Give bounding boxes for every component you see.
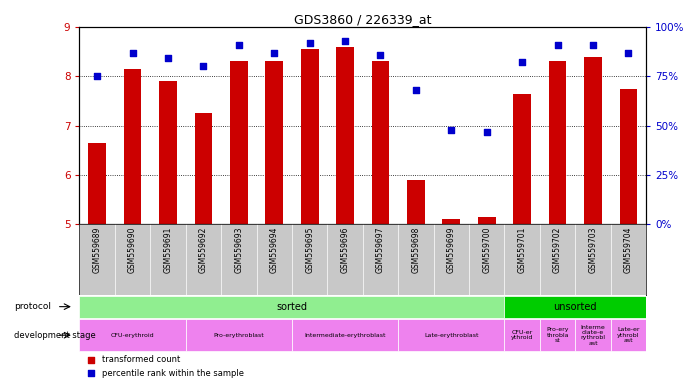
- Text: Interme
diate-e
rythrobl
ast: Interme diate-e rythrobl ast: [580, 324, 605, 346]
- Bar: [611, 319, 646, 351]
- Title: GDS3860 / 226339_at: GDS3860 / 226339_at: [294, 13, 431, 26]
- Text: GSM559700: GSM559700: [482, 227, 491, 273]
- Bar: [442, 219, 460, 224]
- Point: [85, 357, 96, 363]
- Point: [375, 51, 386, 58]
- Text: GSM559692: GSM559692: [199, 227, 208, 273]
- Bar: [504, 319, 540, 351]
- Text: percentile rank within the sample: percentile rank within the sample: [102, 369, 244, 377]
- Text: GSM559704: GSM559704: [624, 227, 633, 273]
- Text: GSM559699: GSM559699: [447, 227, 456, 273]
- Text: Late-erythroblast: Late-erythroblast: [424, 333, 479, 338]
- Bar: [88, 143, 106, 224]
- Text: GSM559691: GSM559691: [164, 227, 173, 273]
- Point: [127, 50, 138, 56]
- Text: GSM559697: GSM559697: [376, 227, 385, 273]
- Bar: [372, 61, 389, 224]
- Bar: [504, 296, 646, 318]
- Point: [198, 63, 209, 70]
- Point: [234, 41, 245, 48]
- Text: GSM559698: GSM559698: [411, 227, 420, 273]
- Point: [339, 38, 350, 44]
- Bar: [513, 94, 531, 224]
- Bar: [265, 61, 283, 224]
- Point: [623, 50, 634, 56]
- Bar: [337, 46, 354, 224]
- Bar: [575, 319, 611, 351]
- Bar: [584, 56, 602, 224]
- Text: GSM559702: GSM559702: [553, 227, 562, 273]
- Bar: [398, 319, 504, 351]
- Bar: [159, 81, 177, 224]
- Point: [552, 41, 563, 48]
- Bar: [230, 61, 247, 224]
- Text: sorted: sorted: [276, 302, 307, 312]
- Text: GSM559696: GSM559696: [341, 227, 350, 273]
- Text: Pro-ery
throbla
st: Pro-ery throbla st: [547, 327, 569, 343]
- Text: Intermediate-erythroblast: Intermediate-erythroblast: [304, 333, 386, 338]
- Bar: [79, 319, 186, 351]
- Point: [446, 126, 457, 132]
- Text: GSM559693: GSM559693: [234, 227, 243, 273]
- Point: [587, 41, 598, 48]
- Bar: [292, 319, 398, 351]
- Bar: [478, 217, 495, 224]
- Text: GSM559694: GSM559694: [269, 227, 278, 273]
- Text: unsorted: unsorted: [553, 302, 597, 312]
- Text: Pro-erythroblast: Pro-erythroblast: [214, 333, 264, 338]
- Text: Late-er
ythrobl
ast: Late-er ythrobl ast: [617, 327, 640, 343]
- Point: [304, 40, 315, 46]
- Point: [410, 87, 422, 93]
- Bar: [124, 69, 142, 224]
- Bar: [540, 319, 575, 351]
- Text: GSM559695: GSM559695: [305, 227, 314, 273]
- Bar: [186, 319, 292, 351]
- Text: GSM559690: GSM559690: [128, 227, 137, 273]
- Bar: [301, 49, 319, 224]
- Bar: [549, 61, 567, 224]
- Text: development stage: development stage: [15, 331, 96, 340]
- Text: GSM559701: GSM559701: [518, 227, 527, 273]
- Point: [517, 60, 528, 66]
- Point: [85, 370, 96, 376]
- Point: [269, 50, 280, 56]
- Point: [92, 73, 103, 79]
- Bar: [407, 180, 425, 224]
- Bar: [195, 113, 212, 224]
- Point: [162, 55, 173, 61]
- Point: [481, 129, 492, 135]
- Text: GSM559689: GSM559689: [93, 227, 102, 273]
- Text: CFU-erythroid: CFU-erythroid: [111, 333, 154, 338]
- Text: CFU-er
ythroid: CFU-er ythroid: [511, 330, 533, 340]
- Text: transformed count: transformed count: [102, 355, 180, 364]
- Text: protocol: protocol: [15, 302, 51, 311]
- Bar: [79, 296, 504, 318]
- Text: GSM559703: GSM559703: [589, 227, 598, 273]
- Bar: [620, 89, 637, 224]
